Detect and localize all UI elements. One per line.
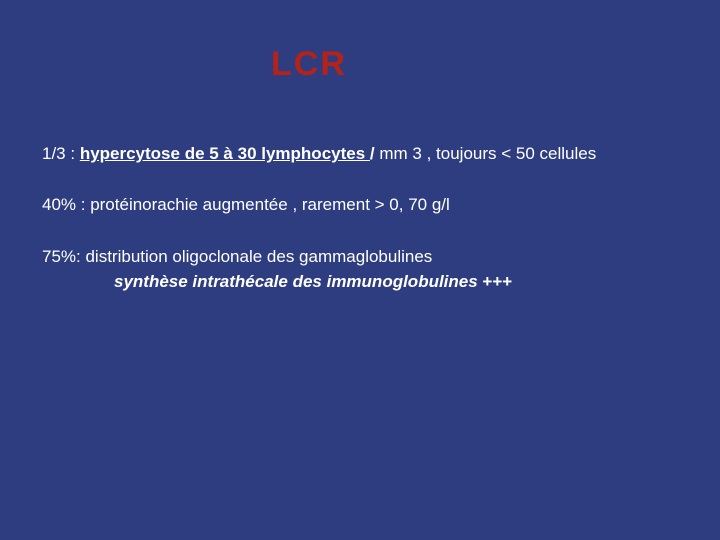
bullet-1-prefix: 1/3 : bbox=[42, 144, 80, 163]
slide-title: LCR bbox=[271, 45, 347, 84]
bullet-1-rest: mm 3 , toujours < 50 cellules bbox=[379, 144, 596, 163]
bullet-3-sub-plus: +++ bbox=[482, 272, 512, 291]
bullet-1-slash: / bbox=[370, 144, 379, 163]
bullet-2: 40% : protéinorachie augmentée , raremen… bbox=[42, 194, 682, 215]
bullet-3-sub: synthèse intrathécale des immunoglobulin… bbox=[42, 271, 682, 292]
bullet-3-sub-emphasis: synthèse intrathécale des immunoglobulin… bbox=[114, 272, 482, 291]
slide-body: 1/3 : hypercytose de 5 à 30 lymphocytes … bbox=[42, 143, 682, 292]
bullet-1-emphasis: hypercytose de 5 à 30 lymphocytes bbox=[80, 144, 370, 163]
bullet-3: 75%: distribution oligoclonale des gamma… bbox=[42, 246, 682, 267]
bullet-1: 1/3 : hypercytose de 5 à 30 lymphocytes … bbox=[42, 143, 682, 164]
